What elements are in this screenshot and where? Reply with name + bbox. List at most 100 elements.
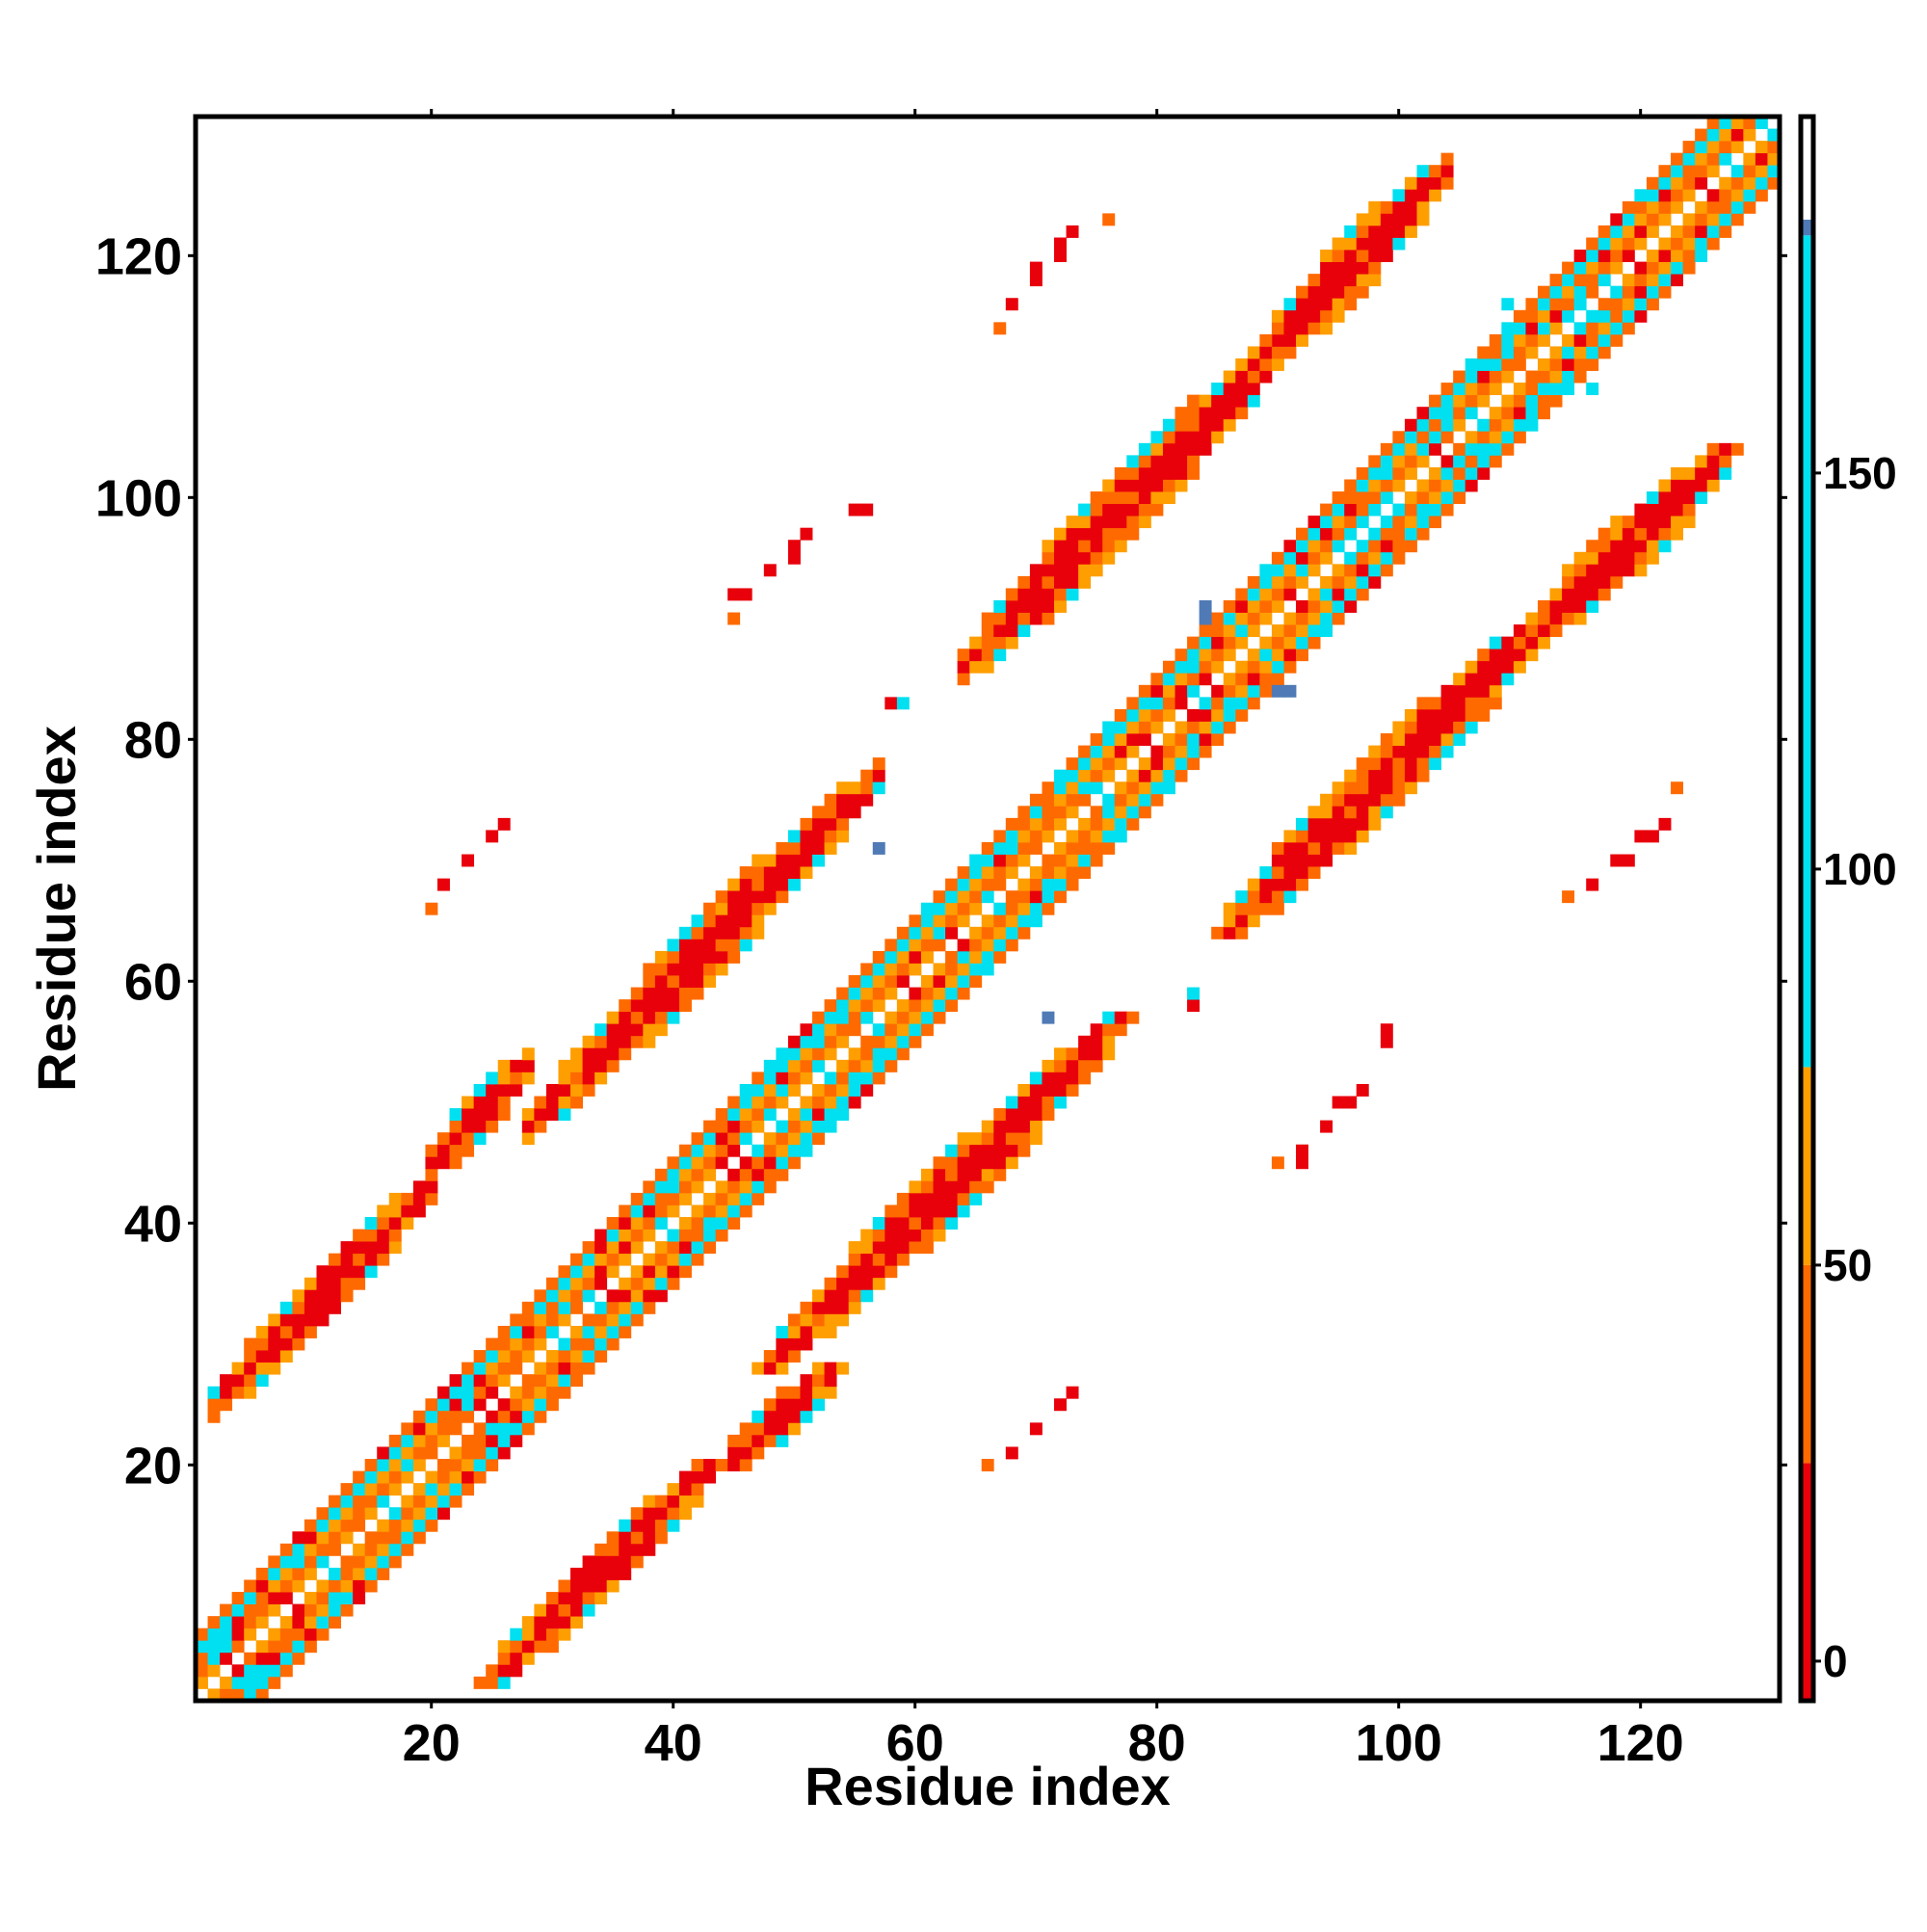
heatmap-cell (1005, 939, 1018, 952)
heatmap-cell (667, 1253, 680, 1266)
heatmap-cell (727, 890, 741, 904)
heatmap-cell (1658, 817, 1672, 831)
heatmap-cell (619, 1543, 632, 1556)
heatmap-cell (1658, 516, 1672, 529)
heatmap-cell (207, 1652, 221, 1665)
heatmap-cell (727, 1446, 741, 1460)
heatmap-cell (1429, 745, 1442, 758)
heatmap-cell (1126, 745, 1140, 758)
heatmap-cell (776, 1386, 789, 1399)
heatmap-cell (1501, 333, 1515, 347)
heatmap-cell (1646, 200, 1659, 214)
heatmap-cell (836, 830, 850, 843)
heatmap-cell (1573, 612, 1587, 625)
heatmap-cell (1416, 721, 1430, 734)
colorbar-frame (1798, 114, 1816, 1704)
heatmap-cell (654, 1180, 668, 1194)
heatmap-cell (521, 1410, 535, 1423)
heatmap-cell (1368, 781, 1382, 795)
heatmap-cell (1271, 902, 1284, 915)
heatmap-cell (388, 1241, 402, 1255)
colorbar-band (1801, 219, 1813, 236)
heatmap-cell (377, 1483, 390, 1496)
heatmap-cell (606, 1543, 620, 1556)
heatmap-cell (1416, 213, 1430, 226)
heatmap-cell (220, 1676, 233, 1689)
heatmap-cell (1356, 1083, 1369, 1097)
heatmap-cell (630, 1023, 644, 1037)
heatmap-cell (1538, 624, 1550, 638)
heatmap-cell (510, 1652, 523, 1665)
heatmap-cell (1054, 588, 1067, 601)
heatmap-cell (1259, 636, 1273, 649)
heatmap-cell (1332, 793, 1345, 807)
heatmap-cell (534, 1640, 547, 1654)
heatmap-cell (981, 636, 994, 649)
heatmap-cell (1525, 309, 1539, 323)
heatmap-cell (1005, 1132, 1018, 1146)
heatmap-cell (1392, 769, 1406, 782)
heatmap-cell (473, 1434, 487, 1447)
heatmap-cell (1211, 418, 1225, 432)
heatmap-cell (534, 1628, 547, 1641)
heatmap-cell (981, 1459, 994, 1471)
heatmap-cell (1646, 189, 1659, 202)
heatmap-cell (353, 1555, 366, 1569)
heatmap-cell (1332, 806, 1345, 819)
heatmap-cell (1755, 165, 1768, 178)
heatmap-cell (1356, 516, 1369, 529)
heatmap-cell (824, 999, 837, 1013)
heatmap-cell (969, 660, 983, 674)
heatmap-cell (364, 1531, 378, 1545)
heatmap-cell (619, 1313, 632, 1327)
heatmap-cell (1054, 551, 1067, 565)
heatmap-cell (425, 1422, 438, 1436)
heatmap-cell (1429, 466, 1442, 480)
heatmap-cell (812, 830, 825, 843)
heatmap-cell (1126, 516, 1140, 529)
heatmap-cell (1368, 769, 1382, 782)
heatmap-cell (1307, 866, 1321, 880)
heatmap-cell (1126, 721, 1140, 734)
heatmap-cell (667, 999, 680, 1013)
heatmap-cell (1162, 684, 1175, 698)
heatmap-cell (268, 1652, 281, 1665)
heatmap-cell (582, 1277, 595, 1290)
heatmap-cell (497, 1422, 511, 1436)
heatmap-cell (763, 1132, 777, 1146)
heatmap-cell (1440, 708, 1454, 722)
heatmap-cell (1090, 551, 1103, 565)
heatmap-cell (1501, 370, 1515, 384)
heatmap-cell (1392, 189, 1406, 202)
heatmap-cell (909, 1229, 922, 1242)
heatmap-cell (727, 1217, 741, 1230)
heatmap-cell (1380, 479, 1393, 492)
heatmap-cell (1332, 599, 1345, 613)
heatmap-cell (340, 1603, 354, 1617)
heatmap-cell (1066, 588, 1079, 601)
heatmap-cell (486, 1459, 499, 1471)
heatmap-cell (377, 1459, 390, 1471)
heatmap-cell (969, 1180, 983, 1194)
heatmap-cell (1054, 1083, 1067, 1097)
heatmap-cell (812, 806, 825, 819)
heatmap-cell (1332, 841, 1345, 855)
heatmap-cell (1658, 165, 1672, 178)
heatmap-cell (896, 1204, 910, 1218)
heatmap-cell (1066, 781, 1079, 795)
heatmap-cell (1235, 926, 1249, 940)
heatmap-cell (1416, 516, 1430, 529)
heatmap-cell (884, 950, 898, 964)
heatmap-cell (1199, 660, 1212, 674)
heatmap-cell (425, 1434, 438, 1447)
heatmap-cell (1259, 902, 1273, 915)
heatmap-cell (377, 1217, 390, 1230)
heatmap-cell (1489, 660, 1502, 674)
heatmap-cell (1187, 708, 1201, 722)
heatmap-cell (316, 1277, 330, 1290)
heatmap-cell (304, 1313, 317, 1327)
heatmap-cell (739, 902, 752, 915)
heatmap-cell (582, 1083, 595, 1097)
heatmap-cell (1332, 274, 1345, 287)
heatmap-cell (678, 1180, 692, 1194)
